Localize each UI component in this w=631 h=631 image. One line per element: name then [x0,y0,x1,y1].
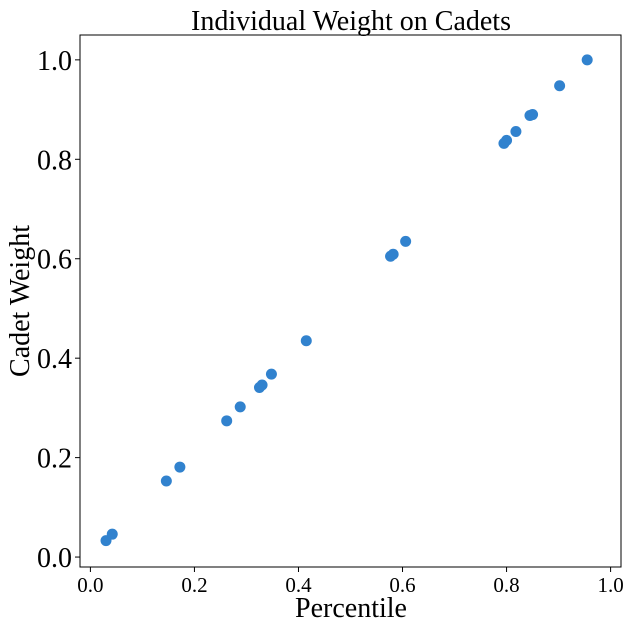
data-point [387,248,399,260]
data-point [256,379,268,391]
x-axis: 0.0 0.2 0.4 0.6 0.8 1.0 [77,567,624,597]
x-axis-label: Percentile [295,593,407,624]
x-tick-label: 0.0 [77,573,103,597]
data-point [221,415,233,427]
x-tick-label: 1.0 [597,573,623,597]
data-point [510,125,522,137]
data-point [400,235,412,247]
points-layer [100,54,593,547]
data-point [527,109,539,121]
y-tick-label: 0.2 [37,444,72,475]
data-point [174,461,186,473]
x-tick-label: 0.2 [181,573,207,597]
x-tick-label: 0.6 [389,573,415,597]
data-point [300,335,312,347]
chart-title: Individual Weight on Cadets [191,6,511,37]
y-axis-label: Cadet Weight [5,225,36,377]
data-point [265,368,277,380]
x-tick-label: 0.4 [285,573,312,597]
data-point [501,134,513,146]
data-point [554,80,566,92]
x-tick-label: 0.8 [493,573,519,597]
data-point [160,475,172,487]
data-point [106,528,118,540]
y-tick-label: 0.4 [37,344,72,375]
plot-area [79,34,622,568]
y-tick-label: 0.8 [37,145,72,176]
data-point [581,54,593,66]
plot-frame [79,34,622,568]
data-point [234,401,246,413]
y-tick-label: 0.0 [37,543,72,574]
y-axis: 0.0 0.2 0.4 0.6 0.8 1.0 [37,46,80,574]
y-tick-label: 1.0 [37,46,72,77]
y-tick-label: 0.6 [37,245,72,276]
